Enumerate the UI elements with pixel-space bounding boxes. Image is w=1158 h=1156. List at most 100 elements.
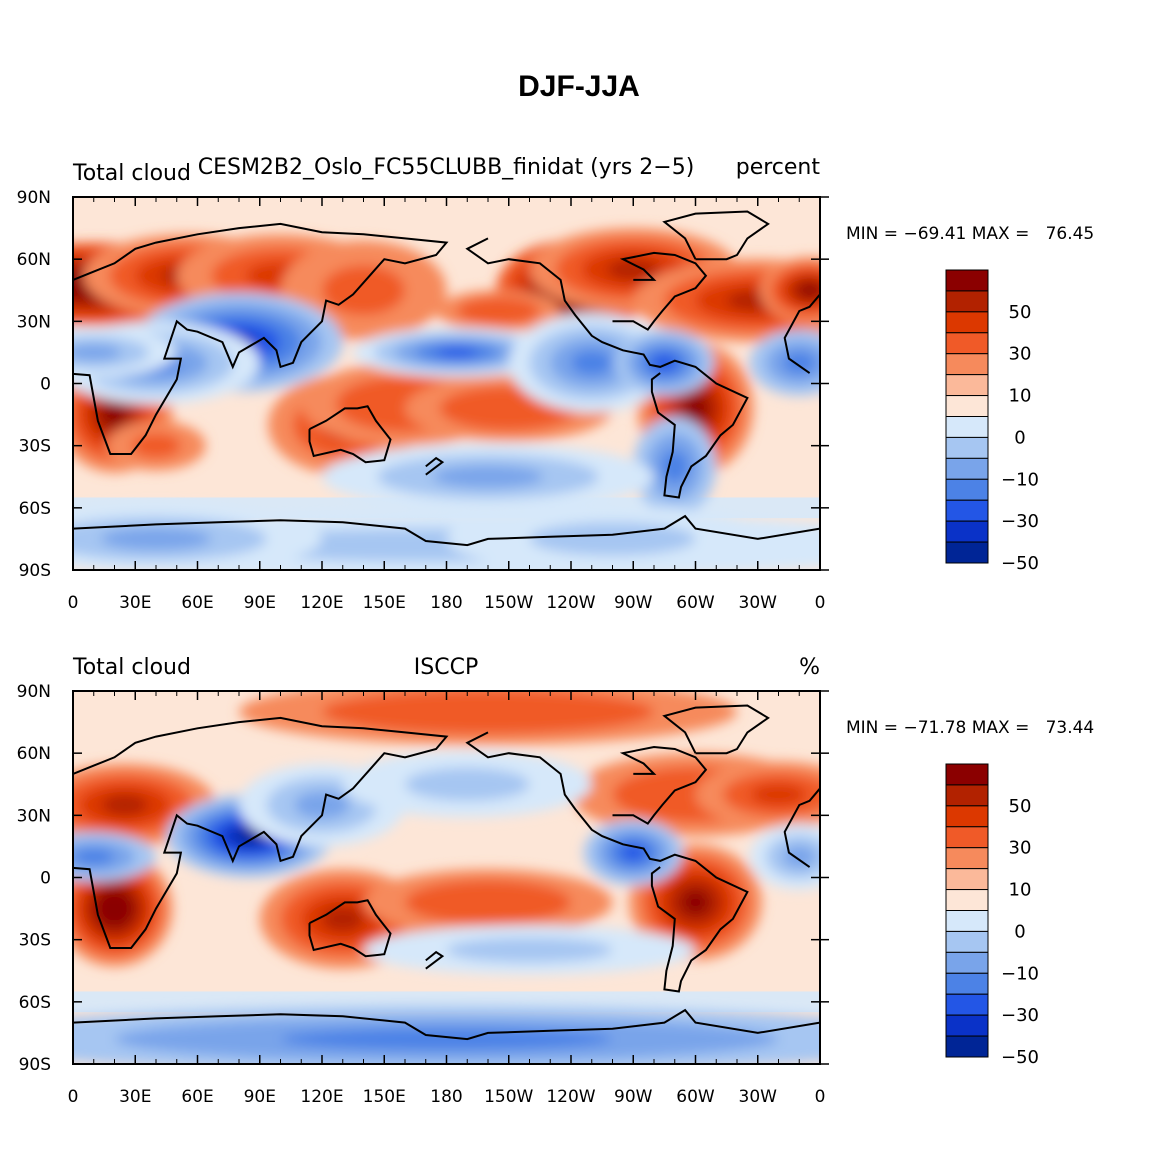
x-tick-label: 150E xyxy=(363,593,406,613)
colorbar-label: 30 xyxy=(1009,344,1032,365)
coastlines xyxy=(73,704,820,1041)
colorbar-label: −10 xyxy=(1001,963,1039,984)
cloud-field xyxy=(73,691,820,1064)
x-tick-label: 90W xyxy=(614,593,653,613)
y-tick-label: 30N xyxy=(17,312,51,332)
field-contour xyxy=(474,397,544,420)
x-tick-label: 30E xyxy=(119,1087,151,1107)
x-tick-label: 0 xyxy=(68,1087,79,1107)
y-tick-label: 30S xyxy=(19,437,51,457)
field-contour xyxy=(73,344,122,361)
x-tick-label: 90E xyxy=(244,593,276,613)
x-tick-label: 90W xyxy=(614,1087,653,1107)
colorbar-box xyxy=(945,395,989,418)
field-contour xyxy=(446,891,530,914)
colorbar: 50 30 10 0 −10 −30 −50 xyxy=(945,269,1039,574)
coastline xyxy=(73,222,449,455)
x-tick-label: 120W xyxy=(546,1087,595,1107)
x-tick-label: 60E xyxy=(181,593,213,613)
field-contour xyxy=(73,848,115,866)
coastline xyxy=(465,731,749,993)
coastline xyxy=(73,716,449,949)
colorbar-label: 10 xyxy=(1009,386,1032,407)
colorbar-box xyxy=(945,972,989,995)
min-max-text: MIN = −71.78 MAX = 73.44 xyxy=(846,718,1094,738)
field-contour xyxy=(280,1028,613,1051)
y-tick-label: 60S xyxy=(19,993,51,1013)
coastline xyxy=(662,210,770,261)
panel-left-title: Total cloud xyxy=(72,161,191,186)
field-contour xyxy=(782,351,816,374)
colorbar-label: 50 xyxy=(1009,302,1032,323)
field-contour xyxy=(100,527,212,550)
colorbar-label: −50 xyxy=(1001,553,1039,574)
x-tick-label: 30W xyxy=(739,593,778,613)
colorbar-box xyxy=(945,520,989,543)
colorbar: 50 30 10 0 −10 −30 −50 xyxy=(945,763,1039,1068)
x-tick-label: 0 xyxy=(815,593,826,613)
colorbar-box xyxy=(945,826,989,849)
field-contour xyxy=(782,845,816,868)
x-tick-label: 90E xyxy=(244,1087,276,1107)
coastline xyxy=(783,293,820,374)
x-tick-label: 180 xyxy=(430,1087,462,1107)
y-tick-label: 90N xyxy=(17,188,51,208)
colorbar-label: 50 xyxy=(1009,796,1032,817)
colorbar-box xyxy=(945,784,989,807)
coastline xyxy=(612,251,708,331)
colorbar-label: −30 xyxy=(1001,511,1039,532)
colorbar-box xyxy=(945,1014,989,1037)
colorbar-box xyxy=(945,541,989,564)
colorbar-box xyxy=(945,332,989,355)
panel-right-title: percent xyxy=(736,155,821,180)
field-contour xyxy=(446,937,613,963)
coastline xyxy=(73,514,820,547)
panel-model: Total cloud CESM2B2_Oslo_FC55CLUBB_finid… xyxy=(17,155,1095,613)
field-contour xyxy=(322,906,364,932)
x-tick-label: 120W xyxy=(546,593,595,613)
colorbar-label: −30 xyxy=(1001,1005,1039,1026)
field-contour xyxy=(322,265,405,316)
field-band xyxy=(73,991,820,1013)
y-tick-label: 30N xyxy=(17,806,51,826)
colorbar-label: 0 xyxy=(1014,921,1025,942)
y-tick-label: 90S xyxy=(19,1055,51,1075)
colorbar-label: −50 xyxy=(1001,1047,1039,1068)
coastline xyxy=(465,237,749,499)
panel-right-title: % xyxy=(799,655,820,680)
colorbar-box xyxy=(945,457,989,480)
y-tick-label: 90N xyxy=(17,682,51,702)
colorbar-box xyxy=(945,763,989,786)
y-tick-label: 0 xyxy=(40,375,51,395)
colorbar-box xyxy=(945,269,989,292)
y-tick-label: 60N xyxy=(17,250,51,270)
y-tick-label: 30S xyxy=(19,931,51,951)
panel-left-title: Total cloud xyxy=(72,655,191,680)
colorbar-box xyxy=(945,353,989,376)
field-contour xyxy=(799,283,820,297)
colorbar-box xyxy=(945,374,989,397)
colorbar-box xyxy=(945,499,989,522)
colorbar-box xyxy=(945,478,989,501)
x-tick-label: 180 xyxy=(430,593,462,613)
x-tick-label: 150E xyxy=(363,1087,406,1107)
field-contour xyxy=(405,767,530,801)
coastline xyxy=(662,704,770,755)
panel-center-title: CESM2B2_Oslo_FC55CLUBB_finidat (yrs 2−5) xyxy=(198,155,695,180)
x-tick-label: 30W xyxy=(739,1087,778,1107)
coastlines xyxy=(73,210,820,547)
colorbar-box xyxy=(945,290,989,313)
colorbar-label: 30 xyxy=(1009,838,1032,859)
field-contour xyxy=(607,259,660,280)
colorbar-box xyxy=(945,951,989,974)
min-max-text: MIN = −69.41 MAX = 76.45 xyxy=(846,224,1094,244)
colorbar-box xyxy=(945,847,989,870)
x-tick-label: 60E xyxy=(181,1087,213,1107)
axes: 0 30E 60E 90E 120E 150E 180 150W 120W 90W 60W 30W 09… xyxy=(17,188,829,613)
x-tick-label: 120E xyxy=(300,593,343,613)
field-contour xyxy=(477,304,520,318)
colorbar-box xyxy=(945,868,989,891)
colorbar-box xyxy=(945,910,989,932)
y-tick-label: 60S xyxy=(19,499,51,519)
